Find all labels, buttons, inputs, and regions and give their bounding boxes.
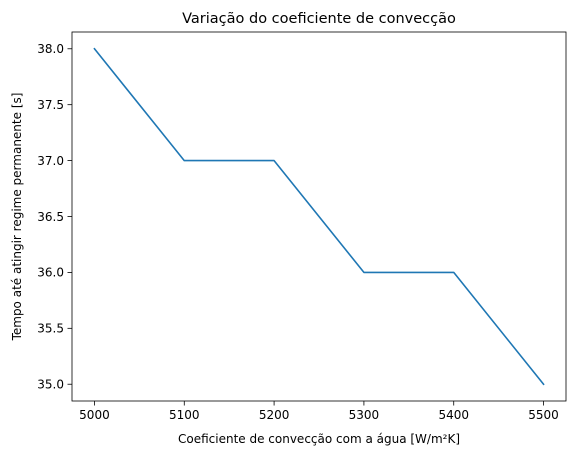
y-axis-label: Tempo até atingir regime permanente [s] bbox=[10, 93, 24, 342]
x-tick-label: 5200 bbox=[259, 408, 290, 422]
y-tick-label: 35.5 bbox=[37, 322, 64, 336]
x-tick-label: 5300 bbox=[349, 408, 380, 422]
y-tick-label: 36.0 bbox=[37, 266, 64, 280]
y-tick-label: 37.0 bbox=[37, 154, 64, 168]
x-tick-label: 5000 bbox=[79, 408, 110, 422]
y-tick-label: 38.0 bbox=[37, 42, 64, 56]
x-axis: 5000 5100 5200 5300 5400 5500 bbox=[79, 401, 559, 422]
y-tick-label: 36.5 bbox=[37, 210, 64, 224]
x-axis-label: Coeficiente de convecção com a água [W/m… bbox=[178, 432, 460, 446]
chart-title: Variação do coeficiente de convecção bbox=[182, 11, 456, 27]
series-layer bbox=[93, 47, 545, 386]
y-tick-label: 35.0 bbox=[37, 378, 64, 392]
x-tick-label: 5100 bbox=[169, 408, 200, 422]
series-line bbox=[93, 47, 545, 386]
x-tick-label: 5400 bbox=[438, 408, 469, 422]
y-axis: 35.0 35.5 36.0 36.5 37.0 37.5 38.0 bbox=[37, 42, 72, 392]
x-tick-label: 5500 bbox=[528, 408, 559, 422]
y-tick-label: 37.5 bbox=[37, 98, 64, 112]
